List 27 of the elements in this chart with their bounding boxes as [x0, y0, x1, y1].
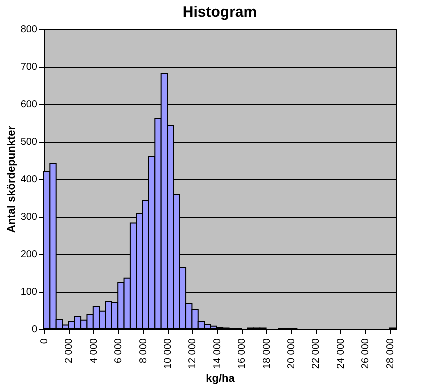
x-tick-label: 28 000 [385, 338, 396, 370]
x-tick-label: 6 000 [114, 338, 125, 364]
x-tick-label: 22 000 [311, 338, 322, 370]
x-tick-label: 0 [40, 338, 50, 344]
x-tick-label: 18 000 [262, 338, 273, 370]
y-tick-label: 700 [20, 62, 38, 73]
y-tick-label: 400 [20, 174, 38, 186]
x-tick-label: 10 000 [163, 338, 174, 370]
x-tick-label: 26 000 [360, 338, 372, 370]
x-axis-title: kg/ha [206, 373, 236, 386]
y-tick-label: 100 [20, 287, 38, 298]
x-tick-label: 14 000 [212, 338, 224, 370]
y-tick-label: 300 [20, 212, 38, 223]
y-axis-title: Antal skördepunkter [6, 125, 18, 233]
chart-title: Histogram [182, 4, 258, 21]
y-tick-label: 200 [20, 250, 38, 260]
y-tick-label: 0 [32, 324, 38, 336]
x-tick-label: 12 000 [188, 338, 199, 370]
y-tick-label: 600 [20, 100, 38, 110]
x-tick-label: 8 000 [138, 338, 150, 364]
x-tick-label: 24 000 [336, 338, 347, 370]
x-tick-label: 16 000 [237, 338, 248, 370]
x-tick-label: 20 000 [286, 338, 298, 370]
y-tick-label: 500 [20, 137, 38, 148]
y-tick-label: 800 [20, 24, 38, 36]
x-tick-label: 4 000 [88, 338, 100, 364]
x-tick-label: 2 000 [64, 338, 76, 364]
